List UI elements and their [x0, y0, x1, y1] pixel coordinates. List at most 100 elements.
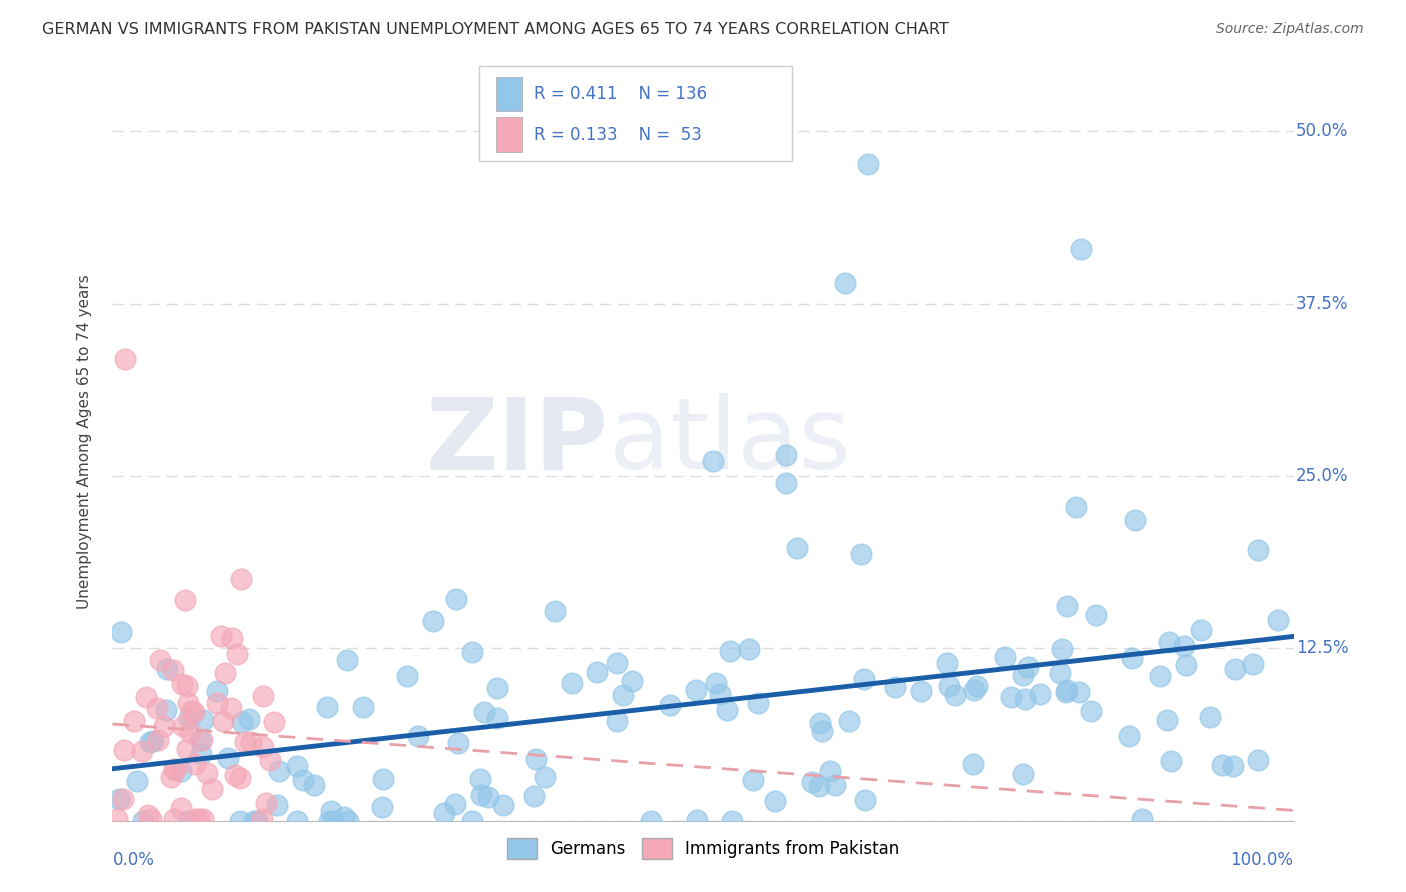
Point — [238, 712, 260, 726]
Point — [172, 677, 194, 691]
Point — [172, 719, 194, 733]
Point — [195, 765, 218, 780]
Point — [135, 690, 157, 704]
Point — [1222, 759, 1244, 773]
Point — [1130, 812, 1153, 826]
Point — [252, 740, 274, 755]
Text: 25.0%: 25.0% — [1296, 467, 1348, 485]
Point — [228, 771, 250, 785]
Point — [910, 684, 932, 698]
Point — [146, 700, 169, 714]
Point — [824, 778, 846, 792]
Point — [936, 657, 959, 671]
Point — [1070, 242, 1092, 256]
Point — [963, 682, 986, 697]
Point — [446, 736, 468, 750]
Point — [190, 747, 212, 761]
Point — [1247, 753, 1270, 767]
Point — [183, 705, 205, 719]
Point — [395, 669, 418, 683]
Point — [318, 814, 340, 828]
Point — [1056, 599, 1078, 613]
Point — [855, 793, 877, 807]
Point — [146, 733, 169, 747]
Point — [1267, 613, 1289, 627]
Point — [136, 808, 159, 822]
Point — [316, 700, 339, 714]
Point — [371, 772, 394, 786]
Point — [763, 794, 786, 808]
Point — [702, 454, 724, 468]
Point — [721, 814, 744, 828]
FancyBboxPatch shape — [478, 66, 792, 161]
Point — [1080, 704, 1102, 718]
Point — [205, 684, 228, 698]
Point — [1149, 669, 1171, 683]
Point — [685, 683, 707, 698]
Text: R = 0.411    N = 136: R = 0.411 N = 136 — [534, 86, 707, 103]
Point — [560, 676, 582, 690]
Point — [163, 762, 186, 776]
Point — [105, 812, 128, 826]
Point — [225, 647, 247, 661]
Point — [176, 741, 198, 756]
Point — [246, 814, 269, 828]
FancyBboxPatch shape — [496, 78, 522, 112]
Point — [461, 645, 484, 659]
Text: 50.0%: 50.0% — [1296, 122, 1348, 140]
Point — [492, 797, 515, 812]
Text: 0.0%: 0.0% — [112, 851, 155, 869]
Point — [808, 716, 831, 731]
Point — [709, 687, 731, 701]
Point — [938, 679, 960, 693]
Point — [461, 814, 484, 828]
Point — [443, 797, 465, 811]
Point — [621, 673, 644, 688]
Point — [176, 679, 198, 693]
Text: R = 0.133    N =  53: R = 0.133 N = 53 — [534, 126, 702, 144]
Point — [162, 664, 184, 678]
Point — [170, 801, 193, 815]
Point — [285, 814, 308, 828]
Point — [534, 770, 557, 784]
Point — [1049, 666, 1071, 681]
Point — [1056, 683, 1078, 698]
Point — [124, 714, 146, 729]
Point — [1160, 755, 1182, 769]
Point — [477, 789, 499, 804]
Point — [131, 744, 153, 758]
Point — [849, 548, 872, 562]
Point — [302, 778, 325, 792]
Point — [586, 665, 609, 679]
Text: GERMAN VS IMMIGRANTS FROM PAKISTAN UNEMPLOYMENT AMONG AGES 65 TO 74 YEARS CORREL: GERMAN VS IMMIGRANTS FROM PAKISTAN UNEMP… — [42, 22, 949, 37]
Point — [231, 715, 253, 730]
Point — [446, 591, 468, 606]
Point — [176, 814, 198, 828]
Point — [201, 782, 224, 797]
Point — [207, 696, 229, 710]
Point — [221, 700, 243, 714]
Point — [612, 688, 634, 702]
Point — [1156, 713, 1178, 727]
Point — [433, 805, 456, 820]
Point — [1159, 634, 1181, 648]
Point — [775, 448, 797, 462]
Point — [209, 629, 232, 643]
Point — [184, 812, 207, 826]
Point — [1012, 767, 1035, 781]
Point — [112, 742, 135, 756]
Point — [163, 812, 186, 826]
Y-axis label: Unemployment Among Ages 65 to 74 years: Unemployment Among Ages 65 to 74 years — [77, 274, 91, 609]
Point — [858, 157, 880, 171]
Point — [322, 814, 344, 828]
Point — [747, 696, 769, 710]
Text: 12.5%: 12.5% — [1296, 640, 1348, 657]
Point — [838, 714, 860, 728]
Point — [811, 724, 834, 739]
Point — [285, 759, 308, 773]
Point — [1173, 639, 1195, 653]
Point — [1029, 687, 1052, 701]
Point — [485, 711, 508, 725]
Point — [193, 812, 215, 826]
Point — [370, 800, 392, 814]
